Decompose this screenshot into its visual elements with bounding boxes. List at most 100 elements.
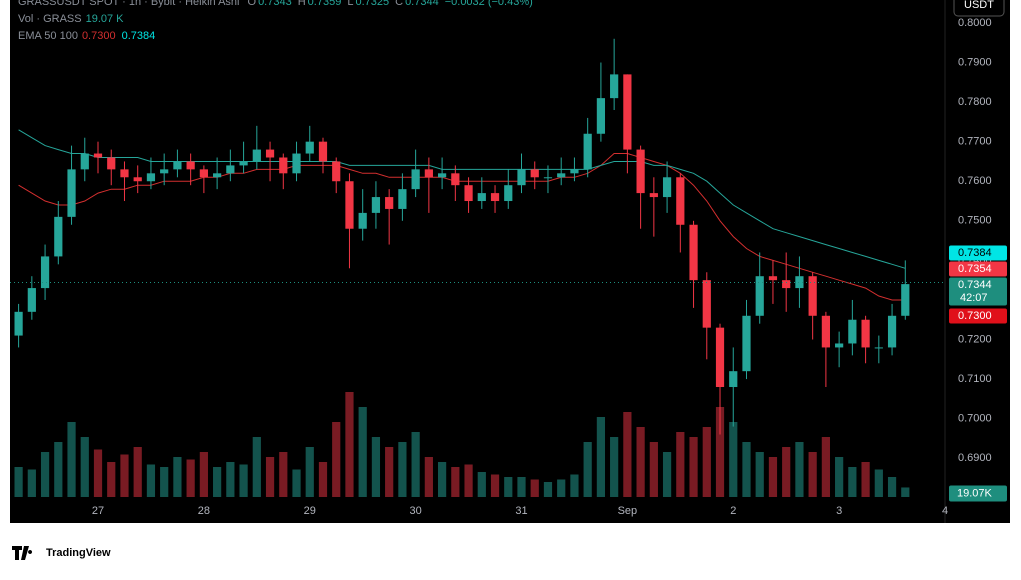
y-tick-label: 0.7100 (958, 373, 992, 385)
ohlc-key: H (298, 0, 306, 8)
x-tick-label: 28 (198, 505, 210, 517)
candle-body (504, 185, 513, 202)
volume-bar (226, 462, 235, 497)
candle-body (543, 177, 553, 179)
volume-bar (874, 469, 883, 497)
volume-bar (755, 452, 764, 497)
volume-bar (239, 464, 248, 497)
brand-logo (12, 546, 33, 560)
candle-body (358, 212, 367, 229)
candle-body (239, 161, 248, 166)
candle-body (120, 169, 129, 178)
candle-body (755, 276, 764, 316)
volume-bar (848, 467, 857, 497)
price-tag-label: 0.7344 (958, 279, 992, 291)
volume-bar (702, 427, 711, 497)
x-tick-label: Sep (618, 505, 638, 517)
candle-body (437, 173, 447, 178)
price-tag-label: 0.7300 (958, 310, 992, 322)
volume-bar (160, 467, 169, 497)
volume-bar (557, 479, 566, 497)
ohlc-value: 0.7325 (355, 0, 389, 8)
candle-body (689, 224, 698, 281)
y-tick-label: 0.7200 (958, 333, 992, 345)
candle-body (729, 371, 738, 388)
volume-bar (490, 474, 500, 497)
brand-name: TradingView (46, 547, 111, 559)
candle-body (398, 189, 407, 209)
y-tick-label: 0.7500 (958, 215, 992, 227)
volume-bar (332, 422, 341, 497)
candle-body (557, 173, 566, 178)
candle-body (676, 177, 685, 225)
candle-body (424, 169, 433, 178)
volume-bar (411, 432, 420, 497)
volume-bar (385, 447, 394, 497)
candle-body (477, 193, 486, 202)
price-tag (949, 277, 1007, 306)
candle-body (385, 197, 394, 209)
candle-body (199, 169, 208, 178)
y-tick-label: 0.8000 (958, 17, 992, 29)
volume-bar (729, 422, 738, 497)
volume-bar (292, 469, 301, 497)
volume-value: 19.07 K (86, 13, 125, 25)
volume-bar (676, 432, 685, 497)
volume-bar (398, 442, 407, 497)
candle-body (173, 161, 182, 170)
volume-tag (949, 485, 1007, 502)
volume-bar (437, 462, 447, 497)
candle-body (133, 177, 142, 182)
symbol: GRASSUSDT SPOT · 1h · Bybit · Heikin Ash… (18, 0, 240, 8)
volume-bar (570, 474, 579, 497)
x-tick-label: 27 (92, 505, 104, 517)
candle-body (332, 161, 341, 182)
candle-body (292, 153, 301, 174)
candle-body (795, 276, 804, 289)
volume-bar (358, 407, 367, 497)
candle-body (265, 149, 275, 158)
volume-bar (835, 457, 844, 497)
x-tick-label: 30 (410, 505, 422, 517)
volume-bar (93, 449, 103, 497)
volume-bar (795, 442, 804, 497)
price-tag (949, 261, 1007, 277)
price-tag-label: 0.7384 (958, 247, 992, 259)
volume-bar (477, 472, 486, 497)
y-tick-label: 0.7900 (958, 56, 992, 68)
candle-body (160, 169, 169, 174)
volume-bar (636, 427, 645, 497)
candle-body (252, 149, 261, 162)
candle-body (371, 197, 381, 213)
volume-bar (133, 447, 142, 497)
volume-bar (689, 437, 698, 497)
y-tick-label: 0.7700 (958, 136, 992, 148)
volume-bar (424, 457, 433, 497)
candle-body (107, 157, 116, 170)
ohlc-value: 0.7343 (258, 0, 292, 8)
candle-body (808, 276, 817, 316)
ema-line (18, 129, 906, 269)
volume-tag-label: 19.07K (957, 487, 993, 499)
candle-body (742, 315, 751, 372)
currency-button[interactable] (953, 0, 1005, 17)
candle-body (305, 141, 314, 154)
candle-body (345, 181, 354, 229)
volume-bar (596, 417, 606, 497)
candle-body (623, 74, 632, 150)
volume-bar (649, 442, 658, 497)
candle-body (67, 169, 76, 217)
candle-body (821, 315, 830, 348)
y-tick-label: 0.7600 (958, 175, 992, 187)
x-tick-label: 4 (942, 505, 948, 517)
candle-body (40, 256, 50, 289)
volume-bar (623, 412, 632, 497)
volume-bar (715, 407, 725, 497)
volume-bar (808, 452, 817, 497)
candle-body (80, 153, 89, 170)
candle-body (583, 133, 592, 170)
y-tick-label: 0.6900 (958, 452, 992, 464)
candle-body (782, 280, 791, 289)
candle-body (835, 343, 844, 348)
